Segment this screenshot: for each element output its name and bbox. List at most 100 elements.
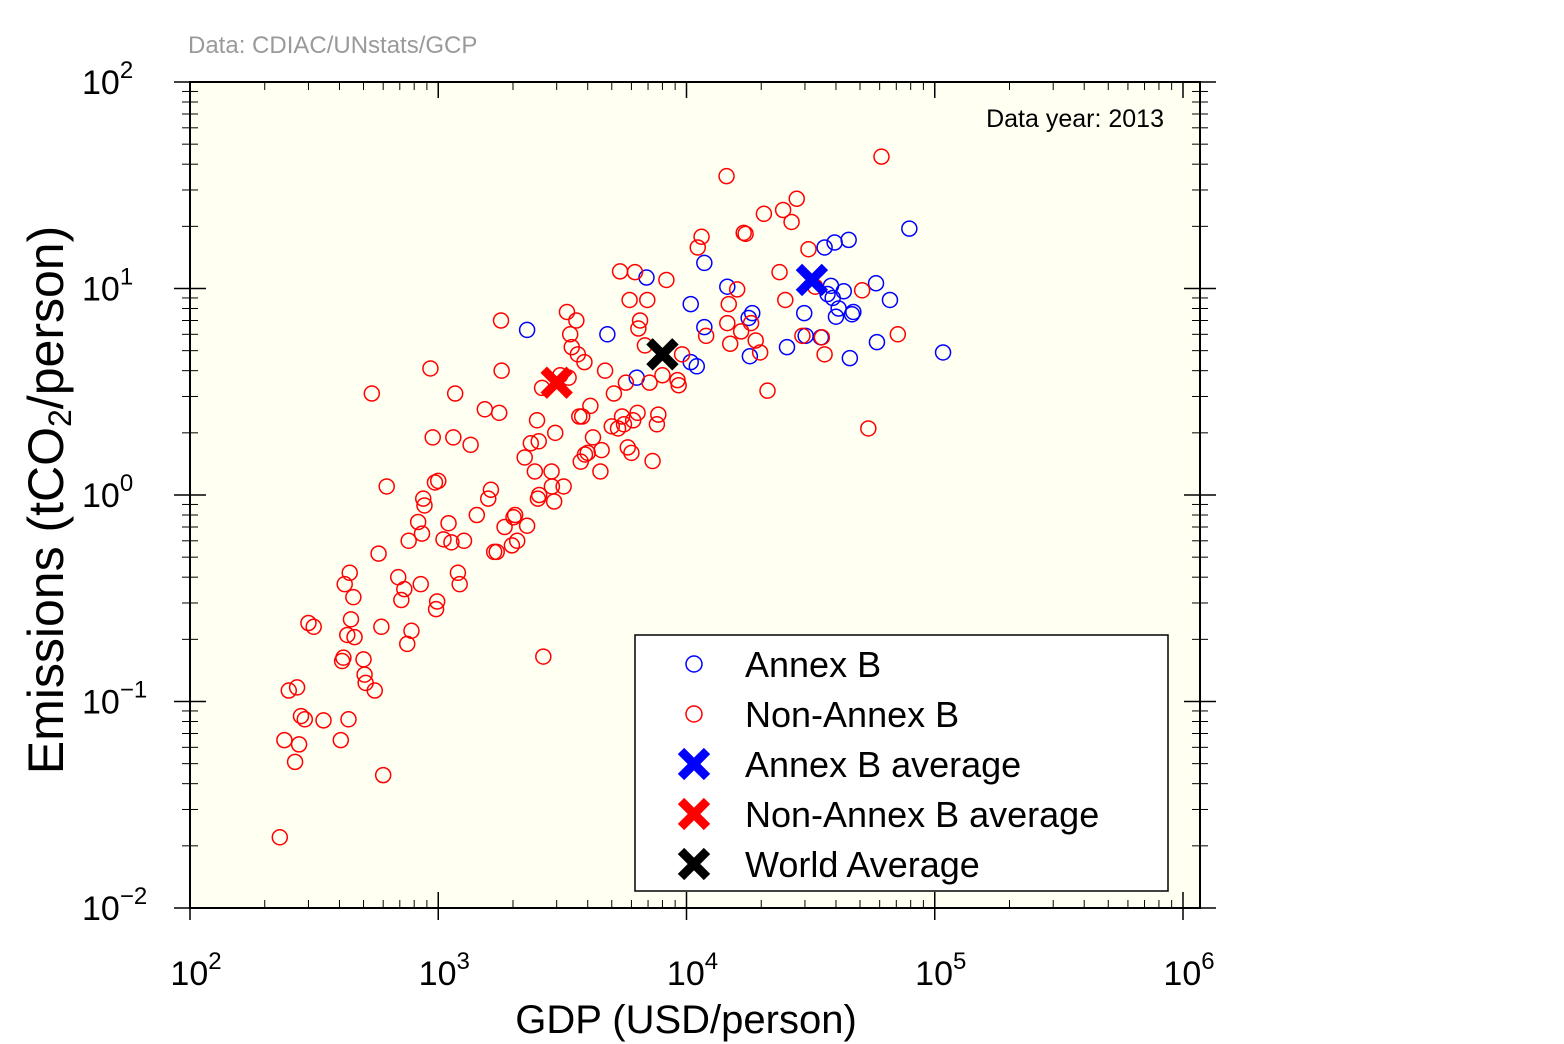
non-annex-b-point <box>860 420 877 437</box>
non-annex-b-point <box>617 374 635 391</box>
non-annex-b-point <box>592 463 609 480</box>
non-annex-b-point <box>605 385 623 402</box>
non-annex-b-point <box>800 240 817 258</box>
non-annex-b-point <box>873 148 890 165</box>
non-annex-b-point <box>414 490 432 507</box>
legend-world-average-marker <box>677 847 711 881</box>
annex-b-point <box>901 220 918 237</box>
non-annex-b-point <box>777 291 794 309</box>
non-annex-b-point <box>613 408 631 425</box>
y-tick-label: 101 <box>82 264 133 309</box>
non-annex-b-point <box>728 281 746 298</box>
non-annex-b-point <box>412 575 429 593</box>
non-annex-b-point <box>742 314 760 332</box>
y-tick-label-base: 10 <box>82 271 120 309</box>
y-tick-label: 10−2 <box>82 883 147 928</box>
data-year-annotation: Data year: 2013 <box>986 105 1164 133</box>
non-annex-b-point <box>889 326 907 343</box>
y-tick-label-exponent: 1 <box>120 264 133 291</box>
non-annex-b-point <box>593 441 610 459</box>
data-source-note: Data: CDIAC/UNstats/GCP <box>188 32 477 59</box>
non-annex-b-point <box>573 408 591 425</box>
non-annex-b-point <box>673 346 691 363</box>
non-annex-b-point <box>488 543 505 561</box>
non-annex-b-point <box>332 731 350 749</box>
non-annex-b-point <box>443 534 460 551</box>
non-annex-b-point <box>409 513 427 531</box>
non-annex-b-point <box>296 711 314 728</box>
non-annex-b-point <box>535 648 552 665</box>
non-annex-b-point <box>373 618 390 636</box>
non-annex-b-point <box>631 312 649 329</box>
non-annex-b-point <box>503 537 521 554</box>
non-annex-b-point <box>288 679 306 696</box>
legend-annex-b-average-marker-stroke-b <box>677 747 711 781</box>
annex-b-point <box>841 349 859 367</box>
non-annex-b-point <box>561 326 579 343</box>
annex-b-point <box>840 231 857 249</box>
non-annex-b-point <box>555 478 572 495</box>
non-annex-b-point <box>619 439 637 456</box>
legend: Annex B Non-Annex B Annex B average Non-Ann… <box>634 634 1169 892</box>
x-tick-label-exponent: 4 <box>705 948 718 975</box>
non-annex-b-point <box>374 766 392 784</box>
non-annex-b-point <box>451 575 468 593</box>
annex-b-point <box>638 269 655 286</box>
legend-world-average-marker-stroke-b <box>677 847 711 881</box>
non-annex-b-point <box>492 312 510 329</box>
non-annex-b-point <box>788 190 805 208</box>
non-annex-b-point <box>658 271 675 289</box>
non-annex-b-point <box>430 472 447 490</box>
x-axis-label: GDP (USD/person) <box>515 998 857 1042</box>
non-annex-b-point <box>339 626 356 644</box>
non-annex-b-point <box>546 424 564 442</box>
x-tick-label-base: 10 <box>915 955 953 993</box>
non-annex-b-point <box>639 291 656 309</box>
non-annex-b-point <box>576 446 594 463</box>
non-annex-b-point <box>718 167 735 185</box>
non-annex-b-point <box>751 344 769 361</box>
non-annex-b-point <box>506 506 524 524</box>
non-annex-b-point <box>271 829 289 846</box>
x-tick-label-exponent: 6 <box>1201 948 1214 975</box>
y-tick-label-base: 10 <box>82 477 120 515</box>
annex-b-point <box>843 306 861 323</box>
annex-b-average-marker-stroke-b <box>795 263 829 297</box>
annex-b-point <box>778 338 796 356</box>
non-annex-b-point <box>356 666 373 683</box>
non-annex-b-point <box>366 682 384 699</box>
non-annex-b-point <box>582 397 599 415</box>
y-tick-label: 102 <box>82 57 133 102</box>
y-tick-label: 100 <box>82 470 133 515</box>
annex-b-point <box>835 282 853 300</box>
non-annex-b-point <box>853 282 871 299</box>
annex-b-point <box>881 291 899 309</box>
non-annex-b-point <box>516 449 533 466</box>
non-annex-b-point <box>719 314 736 332</box>
non-annex-b-point <box>315 712 332 729</box>
non-annex-b-point <box>286 753 304 771</box>
non-annex-b-point <box>340 711 357 728</box>
non-annex-b-point <box>526 463 544 480</box>
non-annex-b-point <box>479 490 497 507</box>
legend-annex-b-label: Annex B <box>745 644 881 685</box>
non-annex-b-point <box>721 335 739 353</box>
non-annex-b-point <box>641 374 658 391</box>
non-annex-b-point <box>630 320 647 337</box>
y-axis-label-prefix: Emissions (tCO <box>18 427 74 774</box>
legend-non-annex-b-average-marker <box>677 797 711 831</box>
non-annex-b-point <box>603 418 621 435</box>
non-annex-b-point <box>336 575 353 593</box>
annex-b-point <box>868 333 886 351</box>
non-annex-b-point <box>482 481 500 499</box>
non-annex-b-point <box>370 545 387 562</box>
non-annex-b-point <box>528 412 546 429</box>
non-annex-b-point <box>697 327 715 345</box>
non-annex-b-point <box>732 323 750 340</box>
y-tick-label-base: 10 <box>82 64 120 102</box>
x-tick-label-exponent: 3 <box>456 948 469 975</box>
legend-world-average-label: World Average <box>745 844 980 885</box>
non-annex-b-average-marker-stroke-b <box>540 366 573 399</box>
non-annex-b-point <box>530 486 548 504</box>
x-tick-label: 103 <box>419 948 470 993</box>
